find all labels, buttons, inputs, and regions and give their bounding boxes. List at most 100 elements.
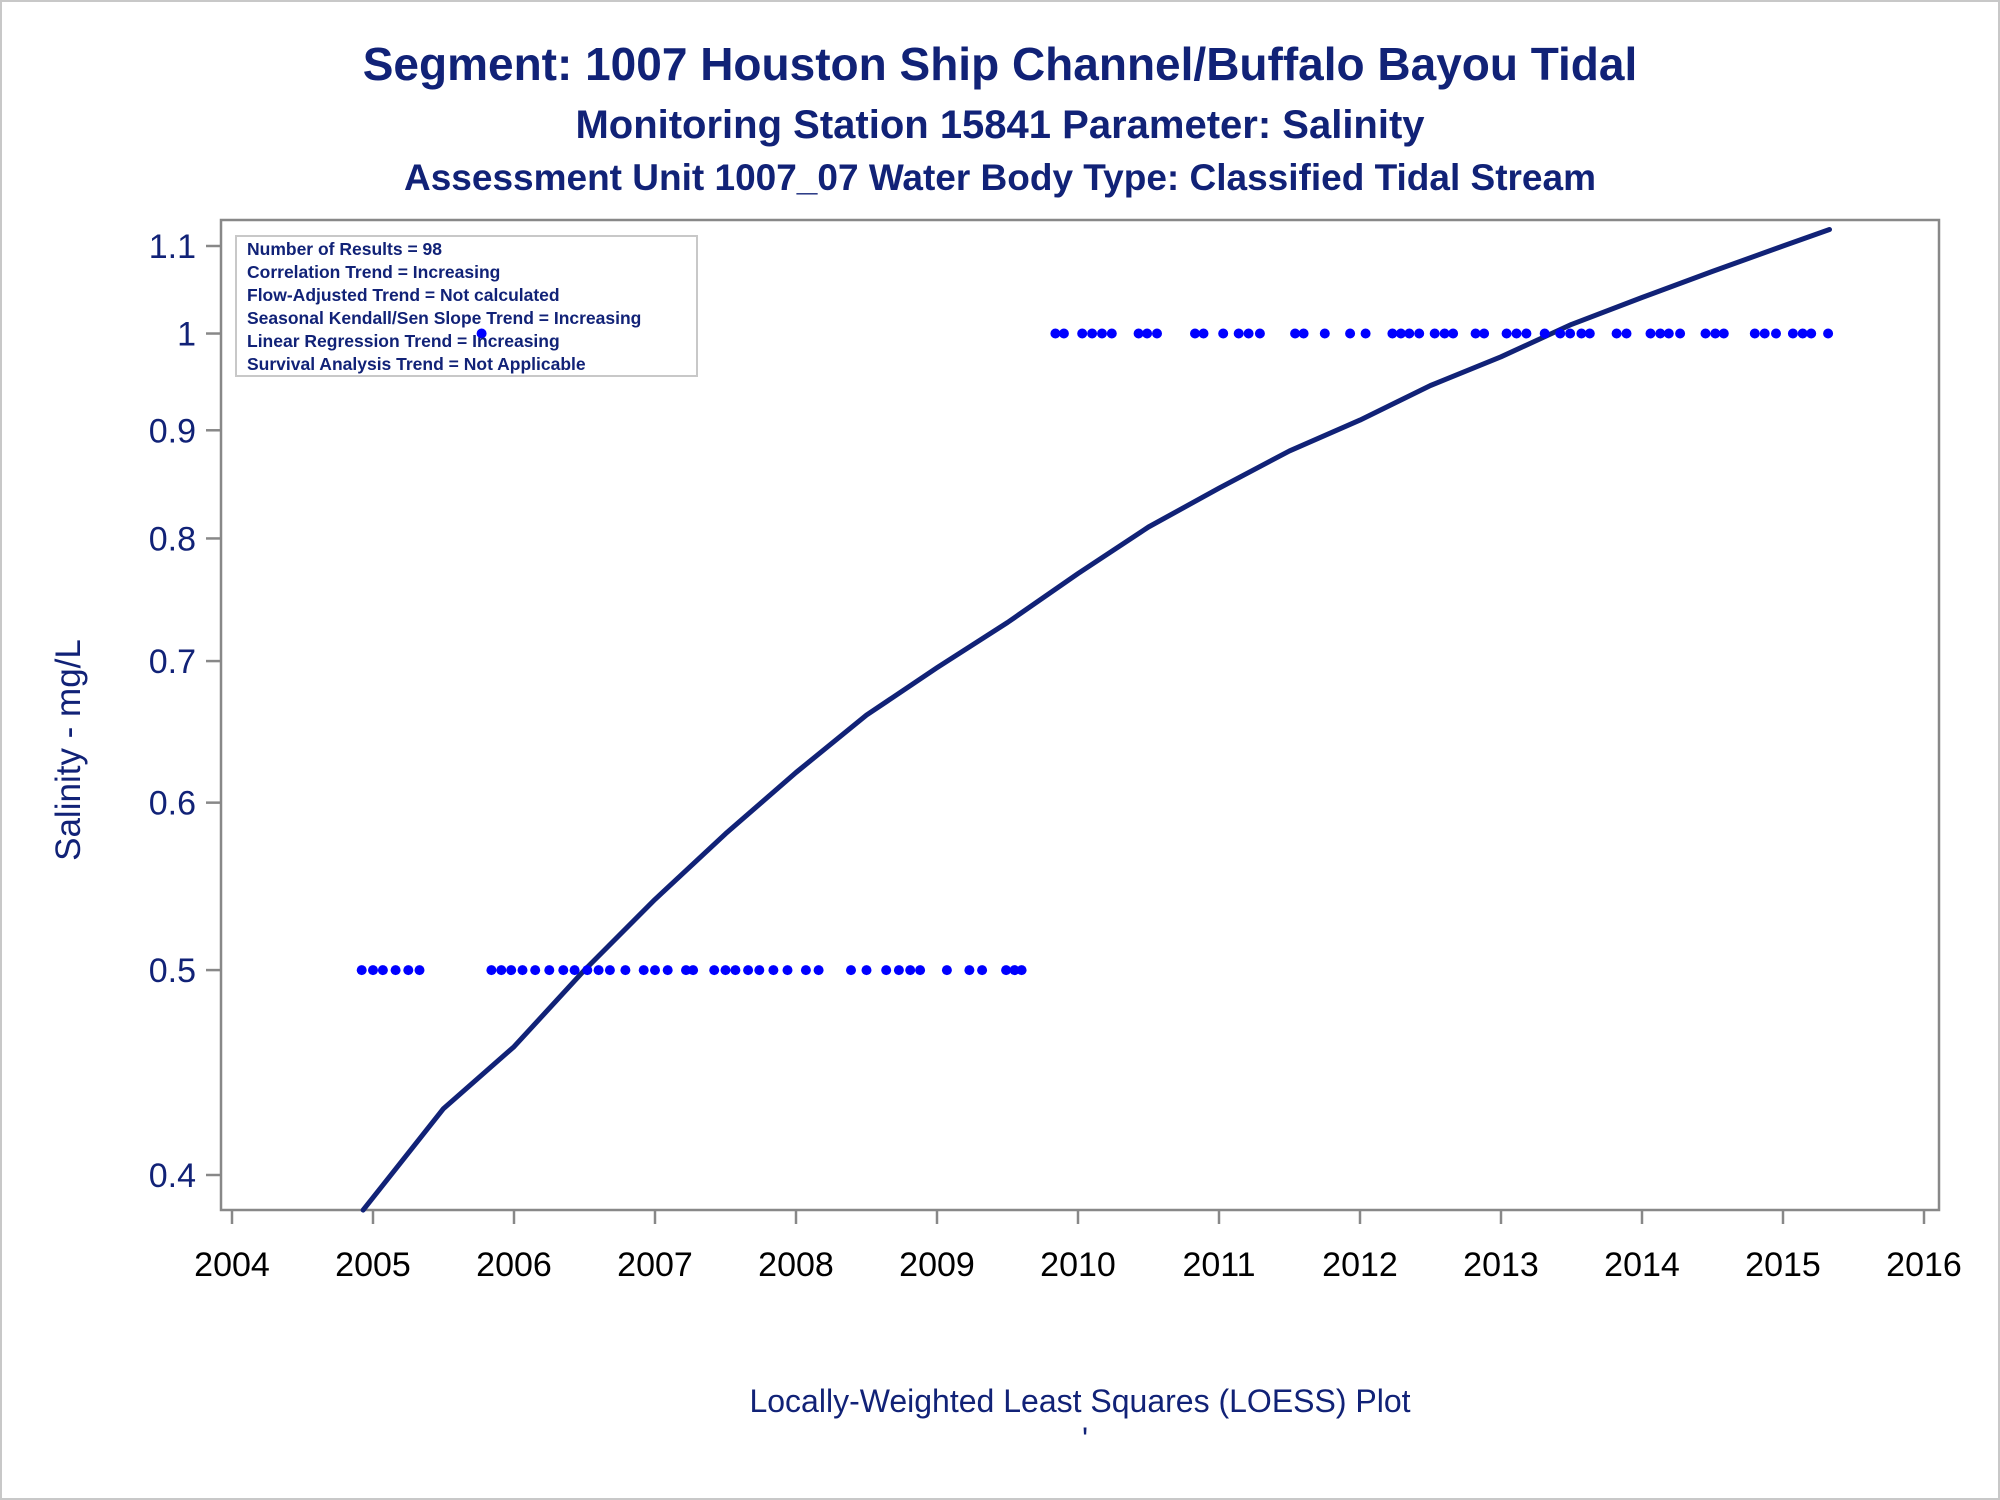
x-tick-label: 2009: [899, 1246, 975, 1284]
data-point: [941, 965, 952, 976]
data-point: [569, 965, 580, 976]
x-axis: 2004 2005 2006 2007 2008 2009 2010 2011 2012 2013…: [194, 1210, 1962, 1284]
data-point: [754, 965, 765, 976]
data-point: [1290, 328, 1301, 339]
data-point: [681, 965, 691, 976]
x-tick-label: 2008: [758, 1246, 834, 1284]
data-point: [517, 965, 528, 976]
stats-line-seasonal-kendall: Seasonal Kendall/Sen Slope Trend = Incre…: [247, 308, 641, 328]
x-tick-label: 2005: [335, 1246, 411, 1284]
data-point: [1448, 328, 1459, 339]
data-point: [782, 965, 793, 976]
data-point: [620, 965, 631, 976]
data-point: [846, 965, 856, 976]
data-point: [1395, 328, 1406, 339]
y-tick-label: 0.5: [149, 952, 196, 990]
stats-line-correlation: Correlation Trend = Increasing: [247, 262, 500, 282]
stats-line-linear-regression: Linear Regression Trend = Increasing: [247, 331, 560, 351]
data-point: [1233, 328, 1244, 339]
data-point: [1663, 328, 1674, 339]
data-point: [1198, 328, 1209, 339]
data-point: [1806, 328, 1817, 339]
x-tick-label: 2016: [1886, 1246, 1962, 1284]
data-point: [720, 965, 731, 976]
y-axis: 0.4 0.5 0.6 0.7 0.8 0.9 1 1.1: [149, 228, 221, 1195]
data-point: [881, 965, 892, 976]
data-points-layer: [356, 328, 1834, 976]
data-point: [1360, 328, 1371, 339]
data-point: [377, 965, 388, 976]
data-point: [730, 965, 741, 976]
x-tick-label: 2015: [1745, 1246, 1821, 1284]
data-point: [1479, 328, 1490, 339]
data-point: [662, 965, 673, 976]
y-tick-label: 0.4: [149, 1157, 196, 1195]
data-point: [1759, 328, 1770, 339]
data-point: [1009, 965, 1020, 976]
data-point: [1152, 328, 1162, 339]
data-point: [915, 965, 926, 976]
stats-line-survival-analysis: Survival Analysis Trend = Not Applicable: [247, 354, 586, 374]
data-point: [1142, 328, 1153, 339]
x-tick-label: 2014: [1604, 1246, 1680, 1284]
data-point: [1087, 328, 1098, 339]
data-point: [390, 965, 401, 976]
data-point: [1404, 328, 1415, 339]
stats-line-results: Number of Results = 98: [247, 239, 442, 259]
footer-caption: Locally-Weighted Least Squares (LOESS) P…: [749, 1383, 1410, 1419]
x-tick-label: 2013: [1463, 1246, 1539, 1284]
stats-box: Number of Results = 98 Correlation Trend…: [235, 235, 698, 377]
data-point: [977, 965, 988, 976]
data-point: [1511, 328, 1522, 339]
data-point: [558, 965, 569, 976]
data-point: [1254, 328, 1265, 339]
data-point: [1190, 328, 1200, 339]
data-point: [813, 965, 824, 976]
data-point: [800, 965, 811, 976]
y-tick-label: 0.9: [149, 412, 196, 450]
data-point: [964, 965, 975, 976]
data-point: [1387, 328, 1398, 339]
data-point: [1345, 328, 1356, 339]
data-point: [1077, 328, 1088, 339]
data-point: [1584, 328, 1595, 339]
data-point: [1797, 328, 1808, 339]
stats-line-flow-adjusted: Flow-Adjusted Trend = Not calculated: [247, 285, 560, 305]
data-point: [1106, 328, 1117, 339]
data-point: [1710, 328, 1721, 339]
data-point: [1414, 328, 1425, 339]
y-tick-label: 0.6: [149, 785, 196, 823]
data-point: [1319, 328, 1330, 339]
data-point: [1470, 328, 1481, 339]
y-tick-label: 1: [177, 316, 196, 354]
data-point: [1787, 328, 1798, 339]
data-point: [1058, 328, 1069, 339]
data-point: [768, 965, 779, 976]
data-point: [905, 965, 916, 976]
data-point: [1555, 328, 1566, 339]
x-tick-label: 2011: [1182, 1246, 1255, 1284]
x-tick-label: 2010: [1040, 1246, 1116, 1284]
data-point: [1050, 328, 1061, 339]
chart-title: Segment: 1007 Houston Ship Channel/Buffa…: [363, 38, 1638, 90]
data-point: [638, 965, 649, 976]
data-point: [1655, 328, 1666, 339]
data-point: [1718, 328, 1729, 339]
data-point: [1749, 328, 1760, 339]
data-point: [1097, 328, 1107, 339]
data-point: [530, 965, 541, 976]
data-point: [709, 965, 720, 976]
y-axis-label: Salinity - mg/L: [49, 639, 88, 861]
data-point: [1429, 328, 1440, 339]
data-point: [1565, 328, 1576, 339]
data-point: [1823, 328, 1834, 339]
data-point: [861, 965, 872, 976]
data-point: [650, 965, 660, 976]
loess-curve: [360, 227, 1832, 1213]
data-point: [1218, 328, 1229, 339]
data-point: [1576, 328, 1587, 339]
data-point: [356, 965, 367, 976]
x-tick-label: 2006: [476, 1246, 552, 1284]
y-tick-label: 0.8: [149, 520, 196, 558]
